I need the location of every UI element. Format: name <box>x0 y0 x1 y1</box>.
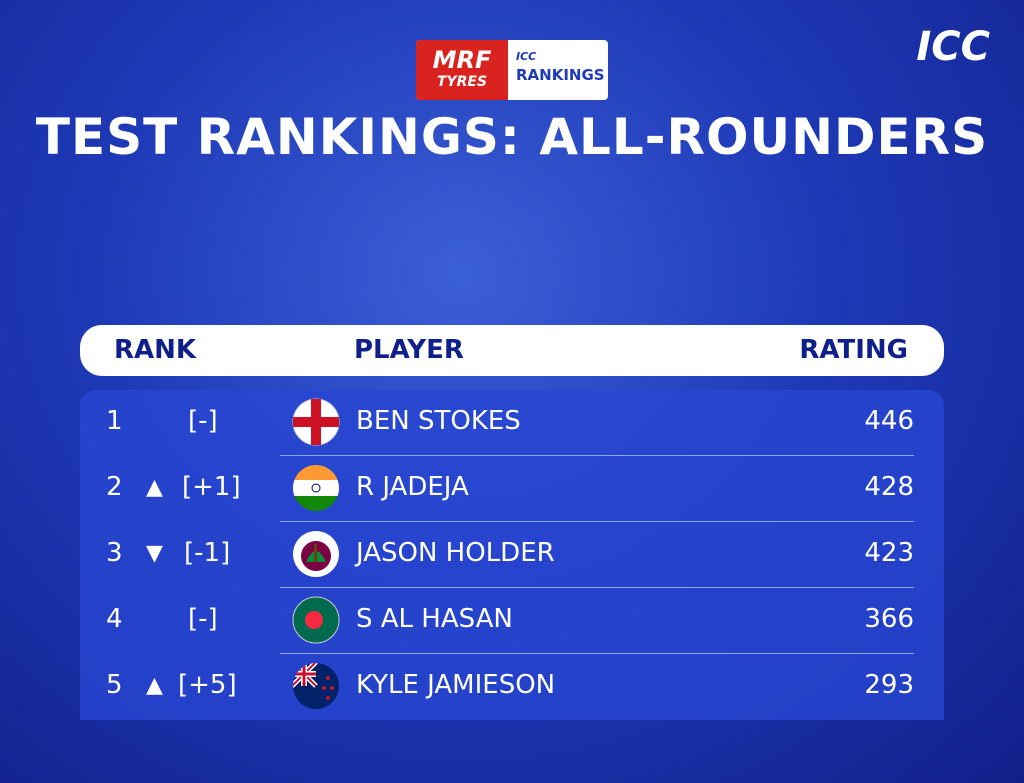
trend-arrow: ▼ <box>146 541 163 566</box>
flag-bangladesh <box>292 596 340 644</box>
table-body: 1 [-] BEN STOKES 446 2 ▲ [+1] R JADEJA 4… <box>80 390 944 720</box>
header-cell: RATING <box>799 335 908 365</box>
trend-arrow: ▲ <box>146 673 163 698</box>
rating: 366 <box>864 604 914 634</box>
movement: [+1] <box>182 472 241 502</box>
mrf-badge: MRF TYRES <box>416 40 508 100</box>
row-separator <box>280 455 914 456</box>
movement: [-] <box>188 406 218 436</box>
movement: [+5] <box>178 670 237 700</box>
rating: 446 <box>864 406 914 436</box>
trend-arrow: ▲ <box>146 475 163 500</box>
rank: 4 <box>106 604 123 634</box>
table-row: 5 ▲ [+5] KYLE JAMIESON 293 <box>80 654 944 720</box>
row-separator <box>280 653 914 654</box>
flag-west-indies <box>293 531 339 577</box>
brand-logo: ICC <box>916 24 990 70</box>
rank: 1 <box>106 406 123 436</box>
table-row: 2 ▲ [+1] R JADEJA 428 <box>80 456 944 522</box>
rating: 293 <box>864 670 914 700</box>
row-separator <box>280 587 914 588</box>
player: R JADEJA <box>356 472 469 502</box>
movement: [-1] <box>184 538 231 568</box>
flag-england <box>292 398 340 446</box>
player: JASON HOLDER <box>356 538 555 568</box>
rank: 2 <box>106 472 123 502</box>
table-header: RANK PLAYER RATING <box>80 325 944 376</box>
player: S AL HASAN <box>356 604 513 634</box>
player: BEN STOKES <box>356 406 521 436</box>
rating: 428 <box>864 472 914 502</box>
sponsor-logo: MRF TYRES ICC RANKINGS <box>416 40 608 100</box>
title: TEST RANKINGS: ALL-ROUNDERS <box>35 108 989 166</box>
sponsor-text: TYRES <box>436 74 488 90</box>
rank: 5 <box>106 670 123 700</box>
flag-new-zealand <box>293 663 339 709</box>
header-cell: PLAYER <box>354 335 464 365</box>
sponsor-text: MRF <box>432 46 492 74</box>
table-row: 1 [-] BEN STOKES 446 <box>80 390 944 456</box>
player: KYLE JAMIESON <box>356 670 556 700</box>
header-cell: RANK <box>114 335 197 365</box>
flag-india <box>293 465 339 511</box>
series-name: RANKINGS <box>516 66 605 84</box>
rank: 3 <box>106 538 123 568</box>
rating: 423 <box>864 538 914 568</box>
row-separator <box>280 521 914 522</box>
table-row: 3 ▼ [-1] JASON HOLDER 423 <box>80 522 944 588</box>
movement: [-] <box>188 604 218 634</box>
table-row: 4 [-] S AL HASAN 366 <box>80 588 944 654</box>
series-small: ICC <box>516 50 537 63</box>
